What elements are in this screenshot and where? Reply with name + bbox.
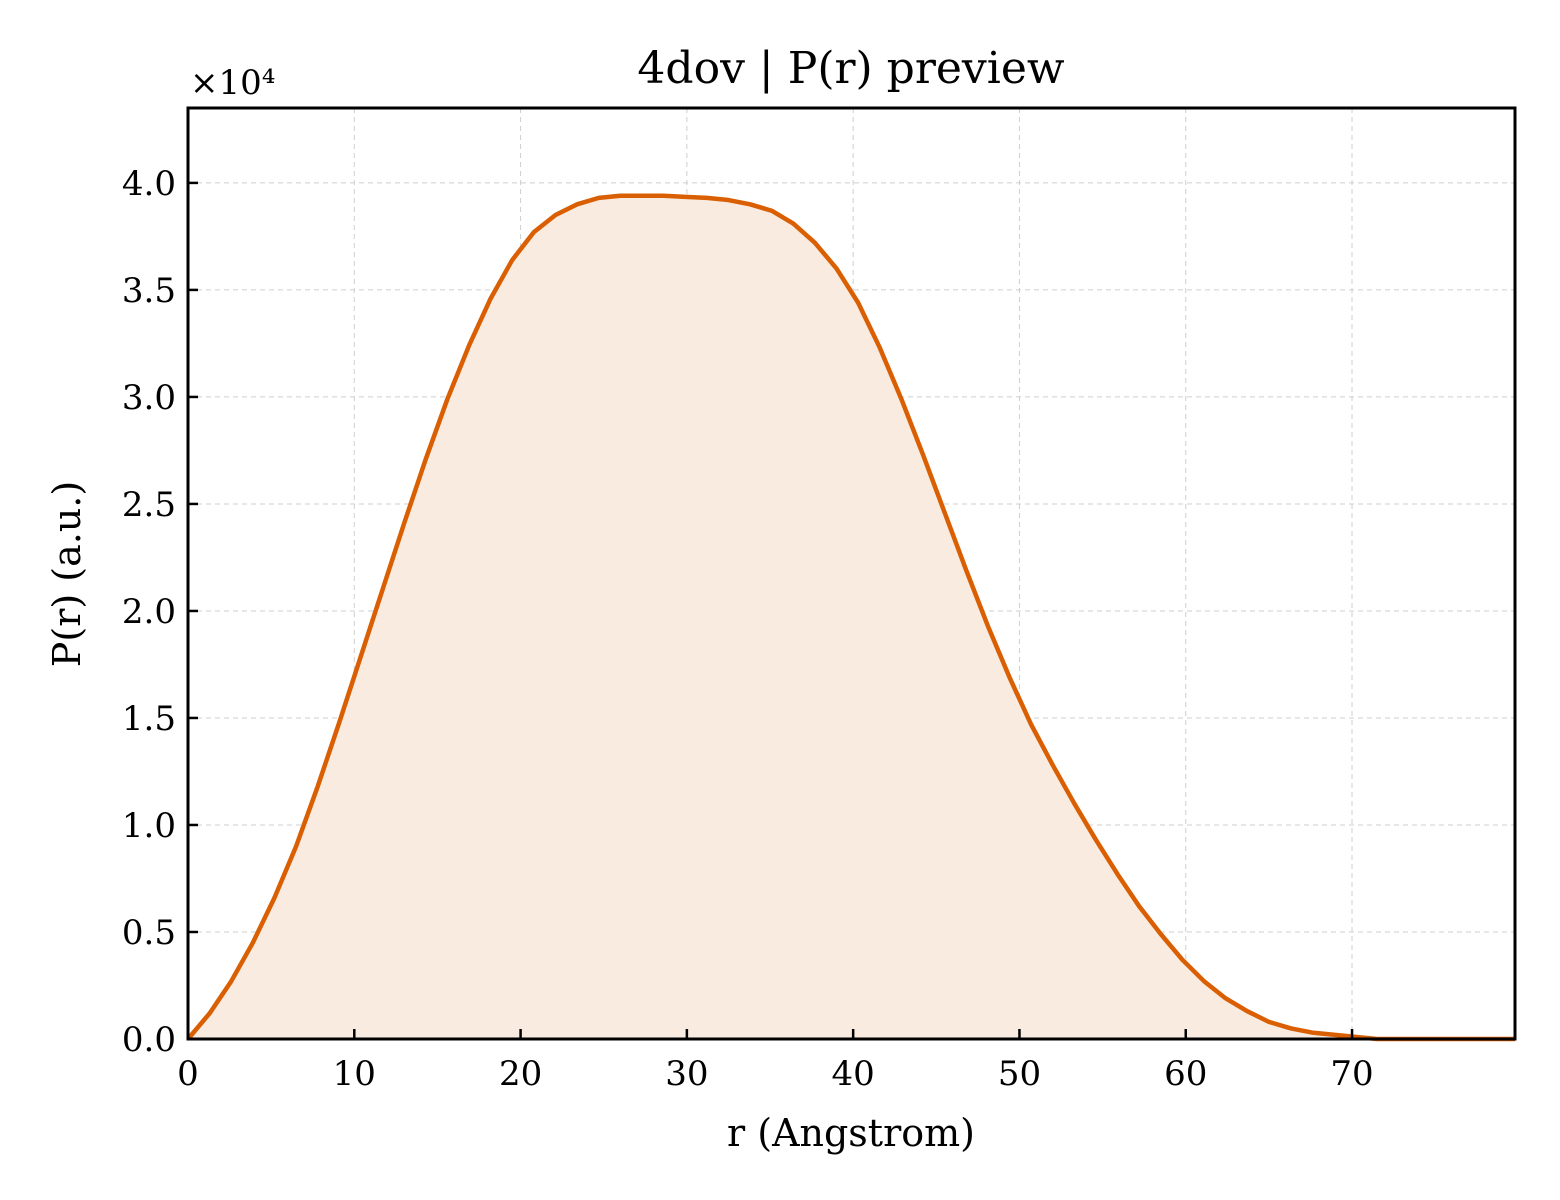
x-tick-label: 60 [1164, 1054, 1207, 1094]
x-axis-ticks: 0 10 20 30 40 50 60 70 [177, 1029, 1374, 1094]
chart-title: 4dov | P(r) preview [637, 43, 1064, 94]
x-tick-label: 70 [1330, 1054, 1373, 1094]
area-fill [188, 195, 1515, 1039]
y-tick-label: 2.5 [122, 485, 176, 525]
y-tick-label: 2.0 [122, 592, 176, 632]
y-axis-offset-label: ×10⁴ [190, 63, 275, 103]
y-tick-label: 0.5 [122, 913, 176, 953]
x-tick-label: 10 [333, 1054, 376, 1094]
series-line [186, 193, 1515, 1042]
y-tick-label: 3.5 [122, 271, 176, 311]
y-tick-label: 0.0 [122, 1020, 176, 1060]
y-axis-label: P(r) (a.u.) [45, 481, 89, 667]
x-tick-label: 30 [665, 1054, 708, 1094]
plot-frame [186, 106, 1517, 1041]
y-axis-ticks: 0.0 0.5 1.0 1.5 2.0 2.5 3.0 3.5 4.0 [122, 164, 198, 1060]
x-tick-label: 40 [832, 1054, 875, 1094]
x-axis-label: r (Angstrom) [727, 1111, 975, 1155]
x-tick-label: 0 [177, 1054, 199, 1094]
y-tick-label: 1.0 [122, 806, 176, 846]
x-tick-label: 20 [499, 1054, 542, 1094]
y-tick-label: 4.0 [122, 164, 176, 204]
y-tick-label: 1.5 [122, 699, 176, 739]
y-tick-label: 3.0 [122, 378, 176, 418]
x-tick-label: 50 [998, 1054, 1041, 1094]
